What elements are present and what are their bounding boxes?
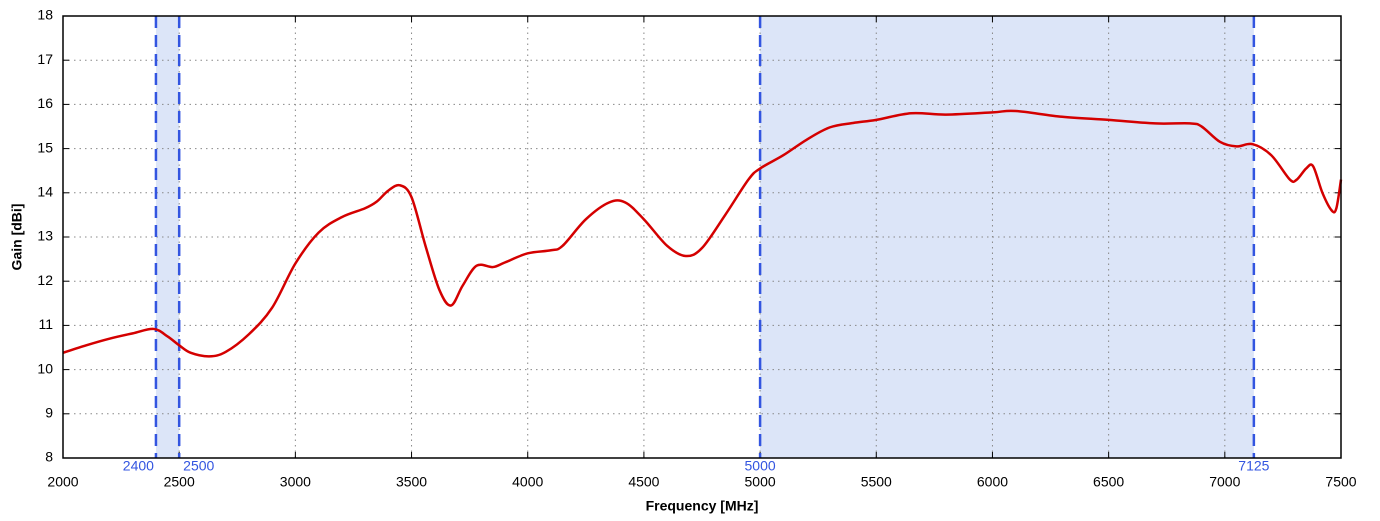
- y-tick-label: 9: [45, 405, 53, 421]
- band-label: 2500: [183, 458, 214, 474]
- x-tick-label: 3000: [280, 474, 311, 490]
- y-axis-label: Gain [dBi]: [9, 204, 25, 271]
- band-label: 5000: [745, 458, 776, 474]
- y-tick-label: 11: [38, 316, 53, 332]
- x-tick-label: 2000: [47, 474, 78, 490]
- y-tick-label: 14: [37, 184, 53, 200]
- y-tick-label: 10: [37, 360, 53, 376]
- x-axis-label: Frequency [MHz]: [646, 498, 759, 514]
- x-tick-label: 7000: [1209, 474, 1240, 490]
- x-tick-label: 5500: [861, 474, 892, 490]
- x-tick-label: 6000: [977, 474, 1008, 490]
- y-tick-label: 18: [37, 7, 53, 23]
- y-tick-label: 12: [37, 272, 53, 288]
- y-tick-label: 16: [37, 95, 53, 111]
- x-tick-label: 6500: [1093, 474, 1124, 490]
- x-tick-label: 2500: [164, 474, 195, 490]
- x-tick-label: 4000: [512, 474, 543, 490]
- y-tick-label: 8: [45, 449, 53, 465]
- y-tick-label: 15: [37, 139, 53, 155]
- y-tick-label: 17: [37, 51, 53, 67]
- band: [760, 16, 1254, 458]
- x-tick-label: 5000: [745, 474, 776, 490]
- y-tick-label: 13: [37, 228, 53, 244]
- plot-frame: [62, 15, 1342, 459]
- line: [62, 109, 1343, 358]
- band-label: 7125: [1238, 458, 1269, 474]
- x-tick-label: 4500: [628, 474, 659, 490]
- band-label: 2400: [123, 458, 154, 474]
- x-tick-label: 7500: [1325, 474, 1356, 490]
- x-tick-label: 3500: [396, 474, 427, 490]
